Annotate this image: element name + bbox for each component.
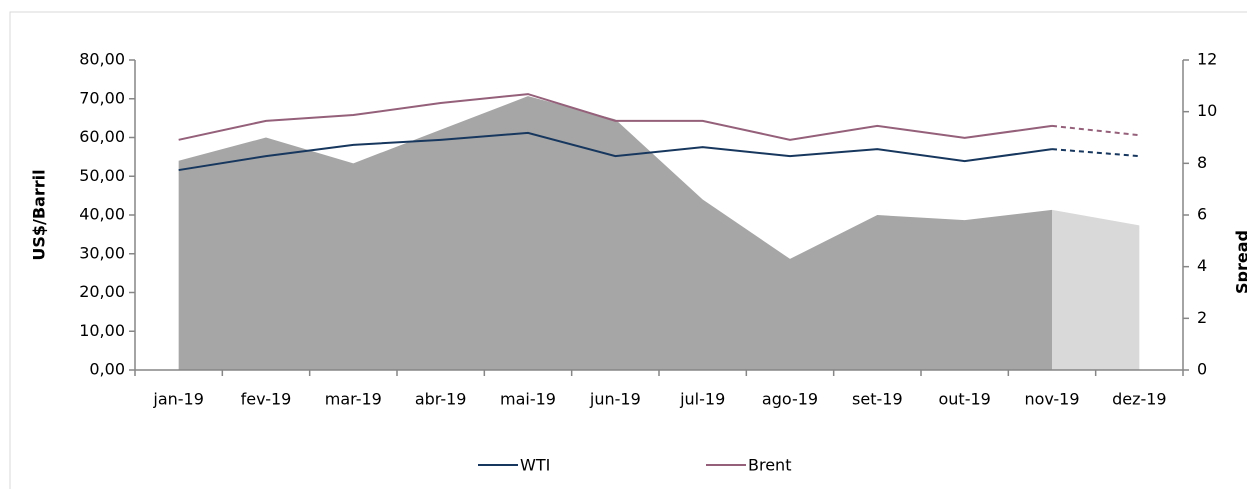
line-projection <box>1051 124 1140 137</box>
x-tick-label: jun-19 <box>589 390 641 409</box>
legend-label: Brent <box>748 456 791 475</box>
x-tick-label: mai-19 <box>500 390 556 409</box>
y2-tick-label: 8 <box>1197 153 1207 172</box>
x-tick-label: dez-19 <box>1112 390 1167 409</box>
y-tick-label: 50,00 <box>79 166 125 185</box>
y-tick-label: 70,00 <box>79 88 125 107</box>
y-tick-label: 0,00 <box>89 360 125 379</box>
legend-label: WTI <box>520 456 550 475</box>
line <box>178 93 1053 141</box>
y2-tick-label: 6 <box>1197 205 1207 224</box>
area-projection <box>1052 209 1140 370</box>
x-tick-label: nov-19 <box>1024 390 1079 409</box>
y2-tick-label: 12 <box>1197 50 1217 69</box>
y2-tick-label: 0 <box>1197 360 1207 379</box>
y-tick-label: 40,00 <box>79 205 125 224</box>
y2-tick-label: 2 <box>1197 308 1207 327</box>
x-tick-label: ago-19 <box>762 390 818 409</box>
x-tick-label: out-19 <box>938 390 990 409</box>
y2-axis-title: Spread <box>1233 230 1247 294</box>
area <box>178 96 1052 371</box>
y-tick-label: 10,00 <box>79 321 125 340</box>
line-projection <box>1051 148 1140 158</box>
chart-border <box>9 11 1247 489</box>
x-tick-label: abr-19 <box>415 390 467 409</box>
x-tick-label: set-19 <box>852 390 903 409</box>
line <box>178 131 1053 172</box>
y-tick-label: 30,00 <box>79 243 125 262</box>
y2-tick-label: 10 <box>1197 101 1217 120</box>
x-tick-label: jul-19 <box>679 390 725 409</box>
x-tick-label: mar-19 <box>325 390 382 409</box>
x-tick-label: fev-19 <box>241 390 292 409</box>
y-axis-title: US$/Barril <box>30 169 49 260</box>
y-tick-label: 20,00 <box>79 282 125 301</box>
y2-tick-label: 4 <box>1197 256 1207 275</box>
x-tick-label: jan-19 <box>152 390 204 409</box>
y-tick-label: 80,00 <box>79 50 125 69</box>
y-tick-label: 60,00 <box>79 127 125 146</box>
